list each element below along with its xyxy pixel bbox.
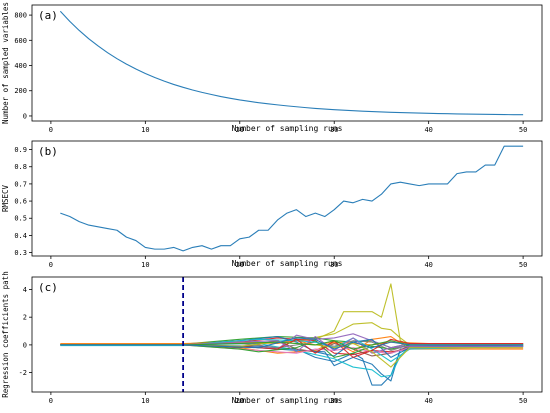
series-line-3 bbox=[60, 344, 524, 386]
series-group bbox=[59, 10, 524, 116]
x-axis-label: Number of sampling runs bbox=[232, 259, 343, 268]
series-line-21 bbox=[60, 337, 524, 350]
x-tick-label: 10 bbox=[141, 261, 149, 269]
x-tick-label: 10 bbox=[141, 397, 149, 405]
x-tick-label: 40 bbox=[424, 261, 432, 269]
y-tick-label: 0.5 bbox=[14, 215, 27, 223]
series-line-1 bbox=[60, 145, 524, 252]
y-tick-label: 200 bbox=[14, 87, 27, 95]
x-tick-label: 30 bbox=[330, 397, 338, 405]
panel-label: (a) bbox=[38, 9, 58, 22]
x-tick-label: 30 bbox=[330, 261, 338, 269]
chart-panel-3: 0 10 20 30 40 50 -2 0 2 4 (c) Number of sampling ru… bbox=[1, 271, 543, 405]
chart-panel-1: 0 10 20 30 40 50 0 200 400 600 800 (a) Number of sam… bbox=[1, 2, 543, 134]
x-tick-label: 0 bbox=[49, 126, 53, 134]
y-tick-label: 0 bbox=[23, 112, 27, 120]
series-line-20 bbox=[60, 340, 524, 350]
y-tick-label: 800 bbox=[14, 12, 27, 20]
series-group bbox=[60, 283, 524, 386]
y-tick-label: 0.3 bbox=[14, 249, 27, 257]
y-axis-label: Number of sampled variables bbox=[1, 2, 10, 124]
x-tick-label: 20 bbox=[236, 397, 244, 405]
axes-frame bbox=[31, 4, 543, 122]
series-line-16 bbox=[60, 337, 524, 363]
series-line-4 bbox=[60, 344, 524, 382]
panel-label: (b) bbox=[38, 145, 58, 158]
y-tick-label: 400 bbox=[14, 62, 27, 70]
x-tick-label: 50 bbox=[519, 261, 527, 269]
x-tick-label: 40 bbox=[424, 126, 432, 134]
y-tick-label: 0.7 bbox=[14, 180, 27, 188]
series-line-14 bbox=[60, 340, 524, 358]
y-tick-label: 600 bbox=[14, 37, 27, 45]
panel-label: (c) bbox=[38, 281, 58, 294]
x-tick-label: 50 bbox=[519, 126, 527, 134]
series-group bbox=[60, 145, 524, 252]
y-axis-label: Regression coefficients path bbox=[1, 271, 10, 397]
x-tick-label: 0 bbox=[49, 261, 53, 269]
series-line-18 bbox=[60, 336, 524, 354]
y-tick-label: 0.8 bbox=[14, 163, 27, 171]
x-axis-label: Number of sampling runs bbox=[232, 396, 343, 405]
series-line-1 bbox=[59, 10, 524, 116]
axes-frame bbox=[31, 276, 543, 393]
y-tick-label: 2 bbox=[23, 314, 27, 322]
x-tick-label: 50 bbox=[519, 397, 527, 405]
series-line-19 bbox=[60, 341, 524, 368]
y-tick-label: 0.4 bbox=[14, 232, 27, 240]
x-tick-label: 0 bbox=[49, 397, 53, 405]
y-tick-label: 0.9 bbox=[14, 146, 27, 154]
y-tick-label: 0 bbox=[23, 341, 27, 349]
y-tick-label: 0.6 bbox=[14, 198, 27, 206]
x-axis-label: Number of sampling runs bbox=[232, 124, 343, 133]
axes-frame bbox=[31, 140, 543, 257]
y-tick-label: -2 bbox=[19, 369, 27, 377]
chart-panel-2: 0 10 20 30 40 50 0.3 0.4 0.5 0.6 0.7 0.8 0.9 (b) Numbe… bbox=[1, 140, 543, 269]
x-tick-label: 10 bbox=[141, 126, 149, 134]
x-tick-label: 20 bbox=[236, 126, 244, 134]
x-tick-label: 30 bbox=[330, 126, 338, 134]
x-tick-label: 40 bbox=[424, 397, 432, 405]
y-axis-label: RMSECV bbox=[1, 184, 10, 212]
y-tick-label: 4 bbox=[23, 286, 27, 294]
x-tick-label: 20 bbox=[236, 261, 244, 269]
series-line-1 bbox=[60, 283, 524, 346]
